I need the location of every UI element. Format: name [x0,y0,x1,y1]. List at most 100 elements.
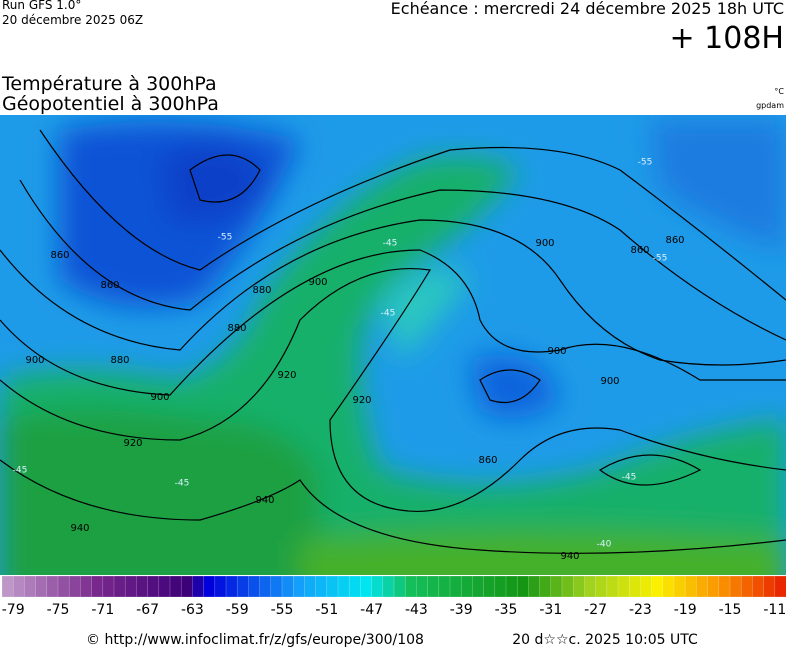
colorbar-swatch [550,575,563,598]
colorbar-swatch [628,575,641,598]
colorbar-tick-label: -59 [226,602,249,618]
lead-time: + 108H [670,21,785,56]
colorbar-swatch [1,575,14,598]
isotherm-label: -45 [13,466,28,476]
colorbar-swatch [640,575,653,598]
colorbar-tick-label: -55 [271,602,294,618]
colorbar-tick-label: -47 [360,602,383,618]
colorbar-swatch [662,575,675,598]
colorbar-swatch [68,575,81,598]
colorbar-swatch [281,575,294,598]
isotherm-label: -45 [622,473,637,483]
colorbar-swatch [494,575,507,598]
contour-label: 860 [100,280,119,291]
colorbar-swatch [214,575,227,598]
colorbar-swatch [651,575,664,598]
isotherm-label: -45 [175,479,190,489]
colorbar-swatch [80,575,93,598]
colorbar-swatch [113,575,126,598]
contour-label: 900 [25,355,44,366]
run-date: 20 décembre 2025 06Z [2,13,143,27]
colorbar-tick-label: -31 [539,602,562,618]
colorbar-swatch [203,575,216,598]
colorbar: -79 -75 -71 -67 -63 -59 -55 -51 -47 -43 -39 -35 -31 -… [1,575,786,618]
colorbar-tick-label: -19 [674,602,697,618]
colorbar-swatch [572,575,585,598]
colorbar-swatch [696,575,709,598]
contour-label: 880 [252,285,271,296]
colorbar-tick-label: -75 [47,602,70,618]
colorbar-swatch [752,575,765,598]
colorbar-swatch [472,575,485,598]
colorbar-tick-label: -71 [91,602,114,618]
contour-label: 900 [308,277,327,288]
colorbar-swatch [360,575,373,598]
colorbar-swatch [248,575,261,598]
colorbar-tick-label: -35 [495,602,518,618]
colorbar-swatch [460,575,473,598]
colorbar-swatch [393,575,406,598]
colorbar-swatch [270,575,283,598]
colorbar-swatch [158,575,171,598]
colorbar-swatch [315,575,328,598]
colorbar-swatch [102,575,115,598]
colorbar-swatch [707,575,720,598]
colorbar-swatch [259,575,272,598]
colorbar-swatch [304,575,317,598]
valid-time: Echéance : mercredi 24 décembre 2025 18h… [391,0,784,18]
colorbar-swatch [505,575,518,598]
isotherm-label: -55 [638,158,653,168]
colorbar-tick-label: -43 [405,602,428,618]
colorbar-swatch [24,575,37,598]
colorbar-swatch [180,575,193,598]
contour-label: 900 [600,376,619,387]
contour-label: 880 [110,355,129,366]
contour-label: 880 [227,323,246,334]
contour-label: 940 [255,495,274,506]
colorbar-swatch [404,575,417,598]
colorbar-swatch [729,575,742,598]
isotherm-label: -45 [381,309,396,319]
contour-label: 900 [535,238,554,249]
colorbar-swatch [35,575,48,598]
contour-label: 900 [547,346,566,357]
contour-label: 900 [150,392,169,403]
isotherm-label: -55 [218,233,233,243]
colorbar-swatch [483,575,496,598]
colorbar-swatch [292,575,305,598]
contour-label: 860 [665,235,684,246]
colorbar-swatch [147,575,160,598]
isotherm-label: -45 [383,239,398,249]
colorbar-swatch [427,575,440,598]
colorbar-swatch [12,575,25,598]
colorbar-swatch [124,575,137,598]
colorbar-swatch [584,575,597,598]
colorbar-swatch [763,575,776,598]
colorbar-swatch [416,575,429,598]
colorbar-swatch [673,575,686,598]
colorbar-swatch [740,575,753,598]
colorbar-swatch [561,575,574,598]
colorbar-swatch [91,575,104,598]
colorbar-swatch [617,575,630,598]
colorbar-tick-label: -15 [719,602,742,618]
colorbar-swatch [348,575,361,598]
colorbar-swatch [684,575,697,598]
colorbar-swatch [326,575,339,598]
colorbar-swatch [192,575,205,598]
colorbar-swatch [539,575,552,598]
unit-geopotential: gpdam [756,101,784,110]
contour-label: 920 [277,370,296,381]
colorbar-swatch [718,575,731,598]
contour-label: 940 [560,551,579,562]
colorbar-tick-label: -63 [181,602,204,618]
source-url: © http://www.infoclimat.fr/z/gfs/europe/… [86,632,424,648]
title-temperature: Température à 300hPa [1,73,217,95]
contour-label: 940 [70,523,89,534]
isotherm-label: -40 [597,540,612,550]
colorbar-swatch [516,575,529,598]
colorbar-swatch [774,575,786,598]
contour-label: 920 [123,438,142,449]
colorbar-swatch [46,575,59,598]
title-geopotential: Géopotentiel à 300hPa [2,93,219,115]
